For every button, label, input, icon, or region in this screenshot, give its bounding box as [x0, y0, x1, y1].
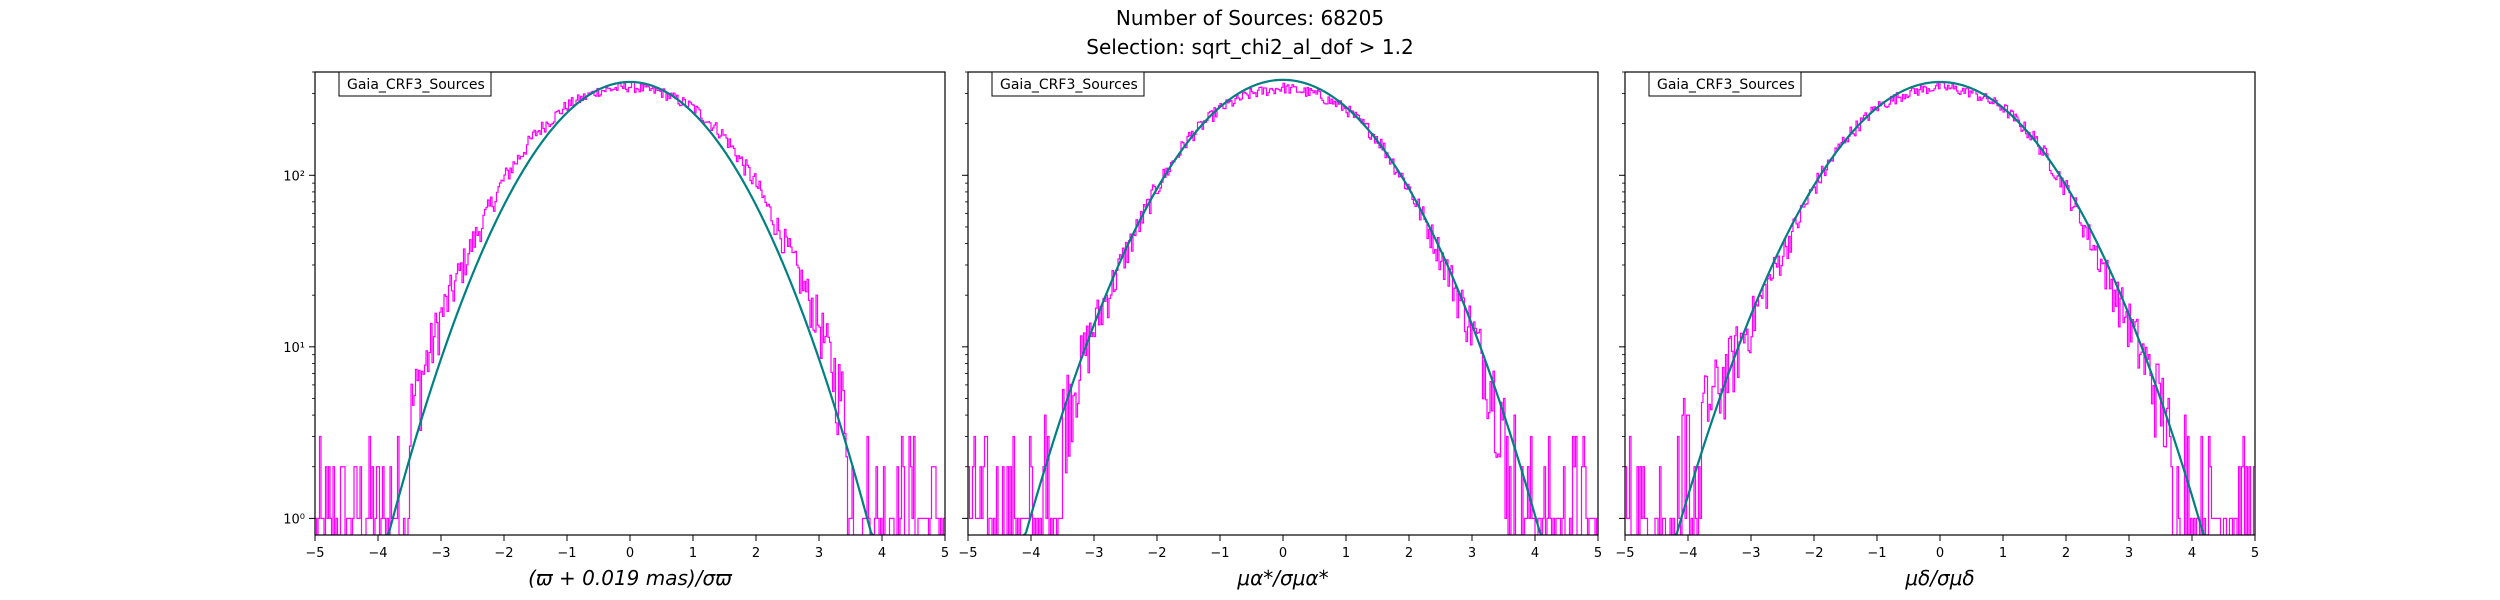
- x-tick-label: −4: [1678, 546, 1697, 561]
- x-tick-label: 0: [1279, 546, 1287, 561]
- x-tick-label: −2: [1804, 546, 1823, 561]
- x-tick-label: 2: [752, 546, 760, 561]
- x-tick-label: −4: [368, 546, 387, 561]
- x-tick-label: 0: [1936, 546, 1944, 561]
- histogram-line: [315, 81, 945, 535]
- legend-box: [338, 71, 492, 97]
- x-axis-label: (ϖ + 0.019 mas)/σϖ: [528, 566, 733, 590]
- x-tick-label: −4: [1021, 546, 1040, 561]
- x-tick-label: −2: [1147, 546, 1166, 561]
- x-tick-label: −3: [1741, 546, 1760, 561]
- y-tick-label: 10⁰: [283, 512, 305, 527]
- panel-1: −5 −4 −3 −2 −1 0 1 2 3 4 5 10⁰ 10¹ 10² (ϖ + 0.019 mas)…: [283, 71, 949, 590]
- x-axis-label: μα*/σμα*: [1236, 566, 1328, 590]
- x-tick-label: 4: [1531, 546, 1539, 561]
- gaussian-fit-line: [1673, 80, 2207, 535]
- x-tick-label: 4: [2188, 546, 2196, 561]
- x-tick-label: −5: [958, 546, 977, 561]
- x-tick-label: 3: [2125, 546, 2133, 561]
- x-tick-label: −5: [1615, 546, 1634, 561]
- x-tick-label: 5: [1594, 546, 1602, 561]
- legend-label: Gaia_CRF3_Sources: [1000, 77, 1138, 93]
- x-tick-label: 1: [1999, 546, 2007, 561]
- x-tick-label: 2: [1405, 546, 1413, 561]
- gaussian-fit-line: [1023, 78, 1543, 535]
- x-tick-label: 1: [1342, 546, 1350, 561]
- y-tick-label: 10²: [283, 169, 305, 184]
- gaussian-fit-line: [385, 80, 875, 535]
- x-tick-label: 4: [878, 546, 886, 561]
- x-tick-label: 3: [1468, 546, 1476, 561]
- x-tick-label: 5: [2251, 546, 2259, 561]
- x-tick-label: −1: [557, 546, 576, 561]
- legend-label: Gaia_CRF3_Sources: [347, 77, 485, 93]
- y-tick-label: 10¹: [283, 341, 305, 356]
- x-tick-label: −1: [1867, 546, 1886, 561]
- legend-label: Gaia_CRF3_Sources: [1657, 77, 1795, 93]
- x-tick-label: 5: [941, 546, 949, 561]
- x-tick-label: 0: [626, 546, 634, 561]
- x-tick-label: 1: [689, 546, 697, 561]
- x-tick-label: −5: [305, 546, 324, 561]
- x-tick-label: −3: [1084, 546, 1103, 561]
- x-tick-label: −1: [1210, 546, 1229, 561]
- histogram-line: [1625, 81, 2255, 535]
- x-tick-label: −2: [494, 546, 513, 561]
- figure-title: Number of Sources: 68205: [1115, 6, 1385, 30]
- histogram-line: [968, 82, 1598, 535]
- figure-subtitle: Selection: sqrt_chi2_al_dof > 1.2: [1086, 35, 1414, 59]
- x-axis-label: μδ/σμδ: [1904, 566, 1974, 590]
- x-tick-label: 2: [2062, 546, 2070, 561]
- axes-frame: [1624, 71, 2256, 536]
- x-tick-label: −3: [431, 546, 450, 561]
- panel-2: −5 −4 −3 −2 −1 0 1 2 3 4 5 μα*/σμα* Gaia_CRF3_Source…: [958, 71, 1602, 590]
- x-tick-label: 3: [815, 546, 823, 561]
- legend-box: [1648, 71, 1802, 97]
- legend-box: [991, 71, 1145, 97]
- panel-3: −5 −4 −3 −2 −1 0 1 2 3 4 5 μδ/σμδ Gaia_CRF3_Sources: [1615, 71, 2259, 590]
